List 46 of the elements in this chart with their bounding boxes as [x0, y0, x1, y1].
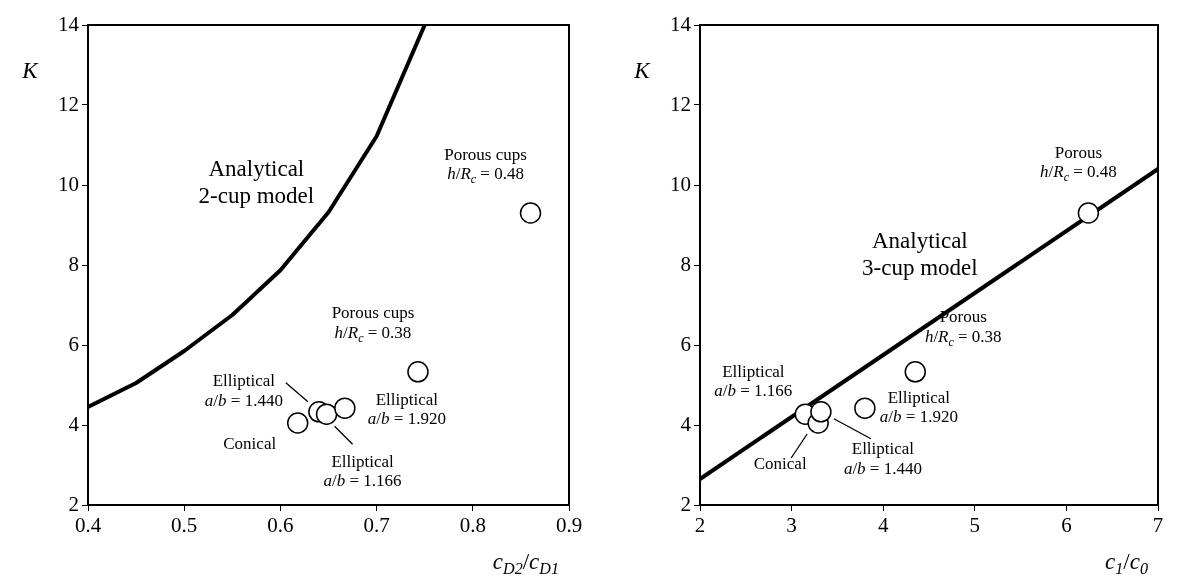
y-tick-label: 6	[680, 331, 691, 356]
point	[519, 202, 542, 224]
x-tick-label: 0.4	[74, 513, 102, 538]
y-tick-label: 10	[670, 171, 691, 196]
x-tick-label: 0.8	[459, 513, 486, 538]
y-tick-label: 2	[68, 491, 79, 516]
x-tick-label: 0.7	[363, 513, 390, 538]
y-tick-label: 12	[670, 91, 691, 116]
x-tick-label: 4	[877, 513, 889, 538]
annotation: Elliptical a/b = 1.920	[367, 389, 446, 429]
annotation: Elliptical a/b = 1.440	[843, 439, 922, 479]
point	[407, 361, 429, 383]
x-tick-label: 5	[969, 513, 981, 538]
annotation: Elliptical a/b = 1.440	[204, 371, 283, 411]
x-tick-label: 0.5	[171, 513, 198, 538]
series-label: Analytical 3-cup model	[862, 228, 978, 280]
series-label: Analytical 2-cup model	[198, 156, 315, 208]
y-tick-label: 12	[58, 91, 79, 116]
point	[286, 412, 309, 434]
y-tick-label: 6	[68, 331, 79, 356]
x-tick-label: 0.9	[555, 513, 583, 538]
annotation: Elliptical a/b = 1.920	[879, 387, 958, 427]
annotation: Elliptical a/b = 1.166	[714, 361, 793, 401]
x-tick-label: 6	[1061, 513, 1072, 538]
x-tick-label: 7	[1152, 513, 1164, 538]
annotation: Conical	[753, 454, 807, 474]
point	[904, 361, 927, 383]
y-tick-label: 8	[68, 251, 79, 276]
point	[334, 397, 356, 419]
y-axis-title: K	[21, 58, 40, 84]
point	[315, 403, 338, 425]
annotation: Conical	[223, 434, 277, 454]
y-tick-label: 4	[68, 411, 80, 436]
annotation: Elliptical a/b = 1.166	[323, 451, 402, 491]
x-tick-label: 0.6	[267, 513, 294, 538]
y-tick-label: 2	[680, 491, 691, 516]
y-tick-label: 14	[58, 11, 80, 36]
point	[854, 397, 876, 419]
y-tick-label: 14	[670, 11, 692, 36]
x-tick-label: 3	[786, 513, 797, 538]
y-tick-label: 8	[680, 251, 691, 276]
point	[810, 401, 832, 423]
point	[1077, 202, 1100, 224]
y-tick-label: 10	[58, 171, 79, 196]
y-tick-label: 4	[680, 411, 692, 436]
y-axis-title: K	[633, 58, 652, 84]
